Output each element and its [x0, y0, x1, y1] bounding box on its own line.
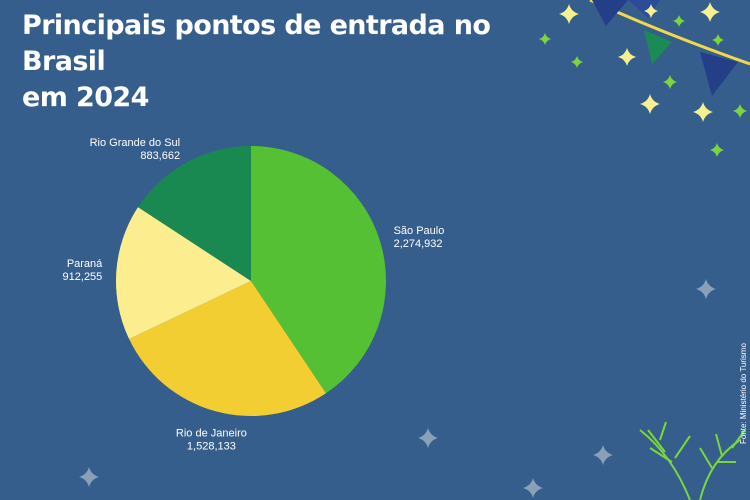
star-icon	[644, 4, 658, 18]
star-icon	[418, 428, 438, 448]
star-icon	[79, 467, 99, 487]
star-icon	[640, 94, 660, 114]
slice-value-sao-paulo: 2,274,932	[394, 238, 443, 250]
star-icon	[710, 143, 724, 157]
pie-slices	[115, 146, 387, 417]
star-icon	[571, 56, 583, 68]
star-icon	[559, 4, 579, 24]
slice-label-rio-de-janeiro: Rio de Janeiro	[176, 428, 247, 440]
star-icon	[673, 15, 685, 27]
slice-label-parana: Paraná	[67, 258, 103, 270]
source-note: Fonte: Ministério do Turismo	[739, 343, 748, 444]
palm-leaf-decoration	[639, 421, 746, 500]
star-icon	[712, 34, 724, 46]
star-icon	[539, 33, 551, 45]
pie-slice-sao-paulo	[251, 146, 387, 394]
slice-value-parana: 912,255	[63, 271, 103, 283]
slice-value-rio-grande-do-sul: 883,662	[140, 150, 180, 162]
bunting-flag	[644, 30, 672, 64]
slice-label-sao-paulo: São Paulo	[394, 225, 445, 237]
star-icon	[523, 478, 543, 498]
star-icon	[693, 102, 713, 122]
bunting-flag	[700, 52, 738, 96]
star-icon	[696, 279, 716, 299]
pie-slice-rio-de-janeiro	[129, 281, 326, 417]
pie-slice-rio-grande-do-sul	[138, 146, 251, 281]
pie-slice-parana	[115, 207, 252, 340]
star-icon	[593, 445, 613, 465]
slice-label-rio-grande-do-sul: Rio Grande do Sul	[90, 137, 181, 149]
slice-value-rio-de-janeiro: 1,528,133	[187, 441, 236, 453]
bunting-flag	[592, 0, 628, 26]
star-decorations	[79, 2, 747, 498]
bunting-flag	[628, 0, 660, 18]
page-title: Principais pontos de entrada no Brasil e…	[22, 8, 542, 116]
title-line-1: Principais pontos de entrada no Brasil	[22, 10, 491, 77]
bunting-decoration	[589, 0, 750, 96]
title-line-2: em 2024	[22, 82, 149, 113]
star-icon	[733, 104, 747, 118]
star-icon	[618, 48, 636, 66]
star-icon	[663, 75, 677, 89]
star-icon	[700, 2, 720, 22]
